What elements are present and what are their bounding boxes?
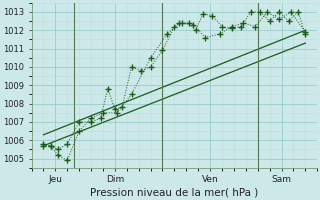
X-axis label: Pression niveau de la mer( hPa ): Pression niveau de la mer( hPa ) xyxy=(90,187,259,197)
